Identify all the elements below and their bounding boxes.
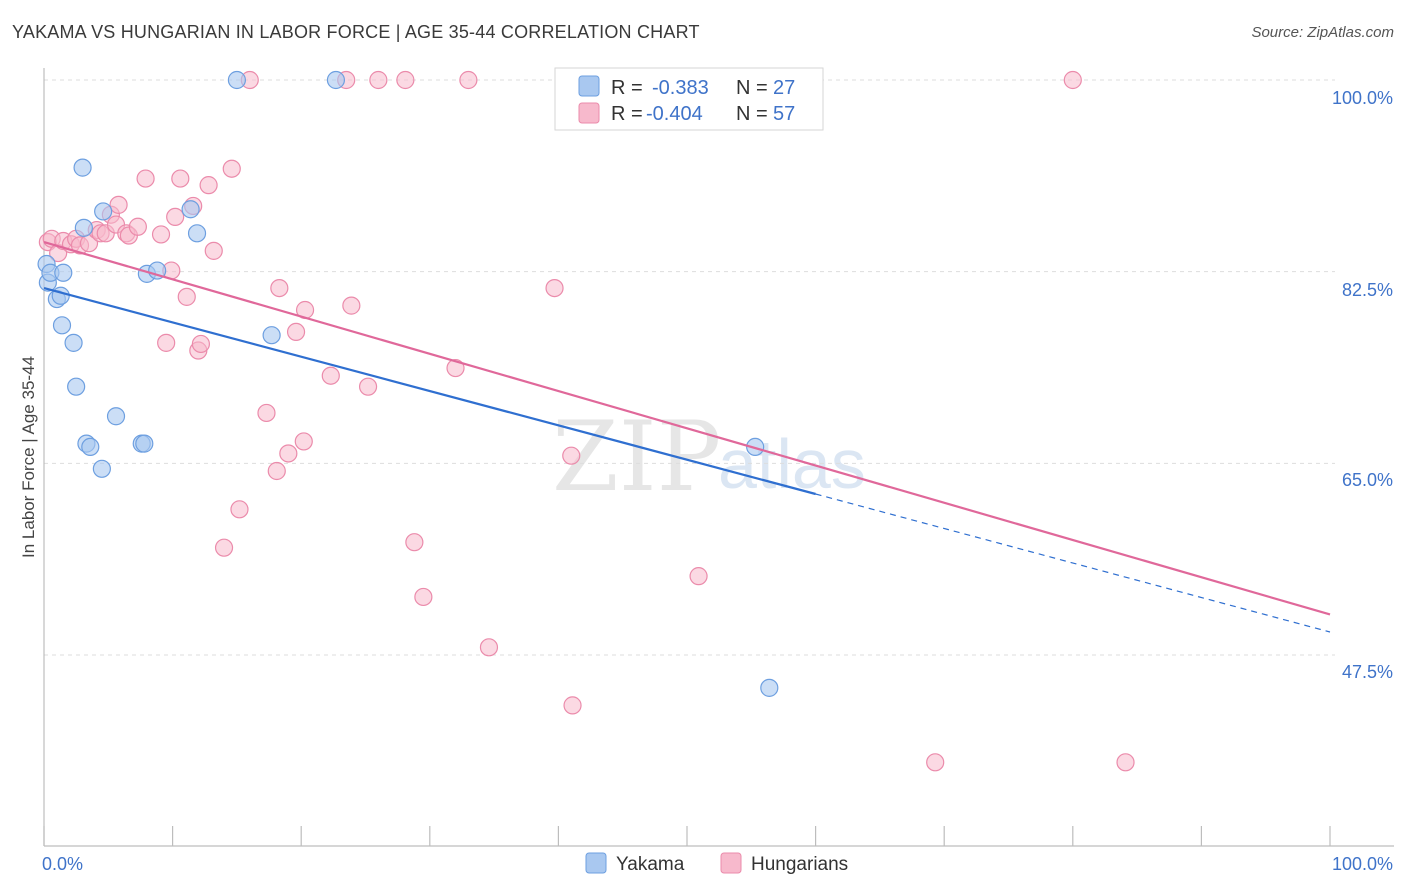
chart-title: YAKAMA VS HUNGARIAN IN LABOR FORCE | AGE… [12,22,700,42]
y-axis-label: In Labor Force | Age 35-44 [19,356,38,558]
trend-lines [43,241,1331,633]
hungarians-point [151,225,171,244]
legend-swatch-yakama [578,75,600,97]
x-tick-label-max: 100.0% [1332,854,1393,874]
hungarians-point [136,169,155,188]
yakama-point [262,326,281,345]
yakama-point [81,437,100,457]
yakama-trend-line [43,287,816,496]
hungarians-point [926,753,945,772]
yakama-point [760,678,779,697]
yakama-points [37,70,779,697]
hungarians-point [191,334,210,354]
yakama-point [106,407,126,426]
hungarians-point [321,366,340,385]
hungarians-point [109,195,128,214]
yakama-point [92,459,111,478]
hungarians-point [545,278,564,298]
legend-r-value: -0.404 [646,103,703,125]
yakama-trend-extension [815,493,1331,633]
hungarians-point [1063,70,1082,90]
hungarians-point [479,638,499,657]
yakama-point [52,316,72,335]
yakama-point [73,158,92,177]
hungarians-point [405,533,424,552]
x-tick-label-min: 0.0% [42,854,83,874]
hungarians-point [230,500,249,519]
y-tick-label: 65.0% [1342,470,1393,490]
hungarians-point [562,446,581,465]
yakama-point [181,200,200,219]
hungarians-point [459,70,478,90]
yakama-point [51,286,70,305]
bottom-legend-swatch-hungarians [720,852,742,874]
hungarians-point [257,403,276,423]
hungarians-point [128,217,147,236]
gridlines [44,79,1335,656]
hungarians-point [286,322,306,342]
yakama-point [54,263,73,282]
bottom-legend-swatch-yakama [585,852,607,874]
bottom-legend-yakama: Yakama [616,854,685,875]
series-legend: Yakama Hungarians [585,852,848,875]
legend-n-value: 27 [773,77,795,99]
chart-source: Source: ZipAtlas.com [1251,24,1394,41]
legend-n-value: 57 [773,103,795,125]
hungarians-point [358,377,378,396]
hungarians-point [267,461,286,481]
yakama-point [74,218,93,237]
hungarians-point [214,538,234,557]
legend-r-label: R = [611,103,643,125]
legend-r-value: -0.383 [652,77,709,99]
legend-r-label: R = [611,77,643,99]
hungarians-point [199,176,218,195]
hungarians-point [1116,753,1135,772]
legend-swatch-hungarians [578,102,600,124]
hungarians-point [414,587,433,607]
hungarians-point [222,159,241,178]
yakama-point [67,377,86,396]
hungarians-point [177,287,196,306]
y-tick-label: 82.5% [1342,280,1393,300]
y-tick-label: 100.0% [1332,88,1393,108]
hungarians-trend-line [43,241,1331,616]
hungarians-point [369,70,388,90]
hungarians-point [270,278,289,298]
x-axis-ticks [43,826,1331,846]
yakama-point [64,333,83,352]
legend-n-label: N = [736,77,768,99]
hungarians-point [563,696,582,715]
yakama-point [227,70,246,90]
yakama-point [187,224,207,243]
legend-box [554,67,824,131]
hungarians-point [279,444,298,463]
hungarians-point [204,241,223,260]
bottom-legend-hungarians: Hungarians [751,854,848,875]
y-tick-label: 47.5% [1342,662,1393,682]
stats-legend: R = -0.383 N = 27 R = -0.404 N = 57 [554,67,824,131]
hungarians-point [166,207,185,227]
yakama-point [148,261,167,280]
watermark-atlas: atlas [718,425,866,503]
hungarians-point [294,432,313,451]
hungarians-point [171,169,190,188]
hungarians-point [396,70,415,90]
hungarians-point [342,296,361,315]
yakama-point [94,202,113,221]
legend-n-label: N = [736,103,768,125]
yakama-point [135,434,154,453]
hungarians-point [157,333,176,352]
hungarians-point [446,358,465,378]
hungarians-point [689,567,708,586]
yakama-point [326,70,346,90]
hungarians-points [38,70,1135,772]
